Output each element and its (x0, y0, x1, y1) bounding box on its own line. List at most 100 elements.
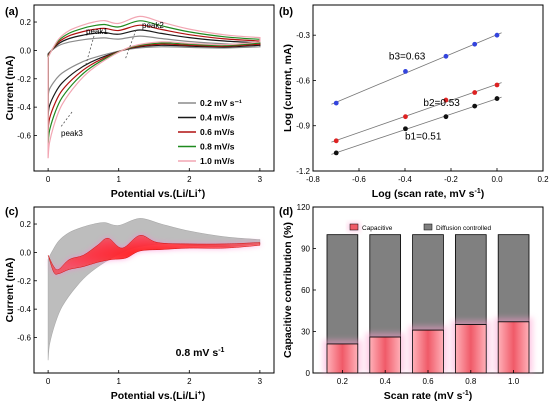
panel-c-ytick-label: 0.2 (20, 220, 32, 229)
panel-b-ticks: -0.8 -0.6 -0.4 -0.2 0.0 0.2 -1.2 -0.9 -0.6 -0.3 (296, 31, 549, 184)
panel-b-point-b3 (472, 41, 478, 47)
panel-d-bar-capacitive (454, 324, 487, 374)
panel-b-point-b1 (443, 114, 449, 120)
peak3-leader (59, 111, 73, 129)
panel-a-series-2 (47, 24, 261, 131)
panel-d-legend-capacitive-swatch (349, 223, 359, 231)
panel-d-bar-capacitive (326, 343, 359, 374)
panel-c-ytick-label: -0.6 (17, 334, 31, 343)
panel-a-xtick-label: 2 (187, 175, 192, 184)
panel-b-fit-label-b2: b2=0.53 (423, 98, 460, 109)
panel-c-label: (c) (5, 206, 19, 218)
panel-d-bar-diffusion (326, 234, 359, 345)
panel-d-ytick-label: 90 (301, 245, 310, 254)
panel-c-xlabel: Potential vs.(Li/Li+) (111, 390, 206, 402)
panel-a-xlabel: Potential vs.(Li/Li+) (111, 188, 206, 200)
panel-d-ytick-label: 120 (297, 203, 311, 212)
panel-d-ylabel: Capacitive contribution (%) (282, 222, 294, 358)
panel-b-point-b3 (443, 53, 449, 59)
peak1-leader (85, 35, 95, 65)
panel-d-ytick-label: 0 (306, 369, 311, 378)
panel-d-bar-diffusion (454, 234, 487, 325)
peak1-label: peak1 (86, 27, 108, 36)
panel-b-xlabel: Log (scan rate, mV s-1) (372, 188, 484, 200)
panel-c: (c) 0 1 2 3 -0.6 -0.4 -0.2 0.0 0.2 0.8 mV s-1 Cu… (4, 206, 275, 402)
panel-b-point-b2 (333, 138, 339, 144)
panel-d-xtick-label: 0.4 (380, 377, 392, 386)
panel-a: (a) 0 1 2 3 -0.6 -0.4 -0.2 0.0 0.2 peak1 peak2 p… (4, 4, 275, 200)
panel-a-cv-curves (47, 15, 261, 159)
panel-b-xtick-label: 0.0 (491, 175, 503, 184)
panel-d-xtick-label: 0.6 (422, 377, 434, 386)
panel-d-bar-capacitive (497, 321, 530, 374)
panel-c-ticks: 0 1 2 3 -0.6 -0.4 -0.2 0.0 0.2 (17, 220, 262, 386)
panel-c-xtick-label: 1 (116, 377, 121, 386)
panel-d-xlabel: Scan rate (mV s-1) (384, 390, 473, 402)
peak3-label: peak3 (61, 129, 83, 138)
panel-b-ytick-label: -0.3 (296, 31, 310, 40)
panel-a-ytick-label: -0.4 (17, 103, 31, 112)
panel-c-total-current-area (47, 218, 261, 361)
panel-a-series-1 (47, 29, 261, 116)
panel-b-point-b3 (494, 32, 500, 38)
panel-b-ylabel: Log (current, mA) (282, 44, 294, 132)
panel-b-fit-label-b3: b3=0.63 (389, 51, 426, 62)
panel-a-legend-label: 0.8 mV/s (200, 142, 235, 152)
panel-b: (b) -0.8 -0.6 -0.4 -0.2 0.0 0.2-1.2-0.9-0.6-0… (279, 4, 549, 200)
panel-a-ytick-label: 0.0 (20, 46, 32, 55)
panel-d-bar-diffusion (369, 234, 402, 338)
panel-d-legend: Capacitive Diffusion controlled (348, 223, 492, 232)
panel-c-ytick-label: 0.0 (20, 248, 32, 257)
panel-a-ytick-label: -0.6 (17, 132, 31, 141)
panel-c-frame (33, 206, 275, 374)
panel-b-point-b1 (333, 150, 339, 156)
panel-d-ytick-label: 30 (301, 328, 310, 337)
panel-d-bar-diffusion (497, 234, 530, 323)
panel-c-annotation: 0.8 mV s-1 (176, 347, 225, 359)
panel-d-ytick-label: 60 (301, 286, 310, 295)
panel-b-point-b2 (472, 90, 478, 95)
panel-c-xtick-label: 0 (46, 377, 51, 386)
panel-b-ytick-label: -0.9 (296, 122, 310, 131)
panel-d-legend-diffusion-label: Diffusion controlled (436, 225, 492, 232)
panel-b-point-b2 (494, 82, 500, 88)
panel-b-label: (b) (279, 6, 293, 18)
panel-b-point-b1 (403, 126, 408, 132)
panel-b-ytick-label: -1.2 (296, 167, 310, 176)
panel-c-capacitive-area (47, 235, 261, 275)
panel-c-xtick-label: 2 (187, 377, 192, 386)
panel-a-legend-label: 0.4 mV/s (200, 113, 235, 123)
panel-d-bar-capacitive (369, 336, 402, 374)
peak2-leader (124, 29, 137, 61)
panel-a-peak-annotations: peak1 peak2 peak3 (59, 21, 164, 138)
panel-c-ytick-label: -0.2 (17, 277, 31, 286)
panel-a-xtick-label: 1 (116, 175, 121, 184)
panel-d-ticks: 0 30 60 90 120 (297, 203, 316, 378)
panel-a-ylabel: Current (mA) (4, 56, 16, 121)
panel-a-ticks: 0 1 2 3 -0.6 -0.4 -0.2 0.0 0.2 (17, 18, 262, 184)
panel-b-xtick-label: -0.4 (398, 175, 412, 184)
panel-d-xtick-label: 0.8 (465, 377, 477, 386)
panel-d-bars: 0.2 0.4 0.6 0.8 1.0 (322, 234, 534, 386)
panel-d-xtick-label: 1.0 (508, 377, 520, 386)
panel-c-areas (47, 218, 261, 361)
panel-b-ytick-label: -0.6 (296, 76, 310, 85)
panel-d-xtick-label: 0.2 (337, 377, 349, 386)
panel-b-frame (312, 4, 544, 172)
panel-c-ylabel: Current (mA) (4, 258, 16, 323)
panel-d: (d) 0 30 60 90 120 0.2 0.4 0.6 0.8 1.0 Capacitiv… (279, 203, 544, 402)
panel-b-point-b3 (333, 100, 339, 106)
panel-d-bar-diffusion (412, 234, 444, 331)
panel-d-label: (d) (279, 206, 293, 218)
panel-a-xtick-label: 0 (46, 175, 51, 184)
panel-b-point-b2 (403, 114, 408, 120)
panel-a-legend-label: 0.6 mV/s (200, 127, 235, 137)
panel-c-ytick-label: -0.4 (17, 305, 31, 314)
panel-a-frame (33, 4, 275, 172)
panel-b-point-b1 (494, 96, 500, 101)
panel-b-xtick-label: -0.8 (306, 175, 320, 184)
panel-b-xtick-label: -0.6 (352, 175, 366, 184)
panel-b-point-b3 (403, 69, 408, 74)
panel-a-xtick-label: 3 (258, 175, 263, 184)
